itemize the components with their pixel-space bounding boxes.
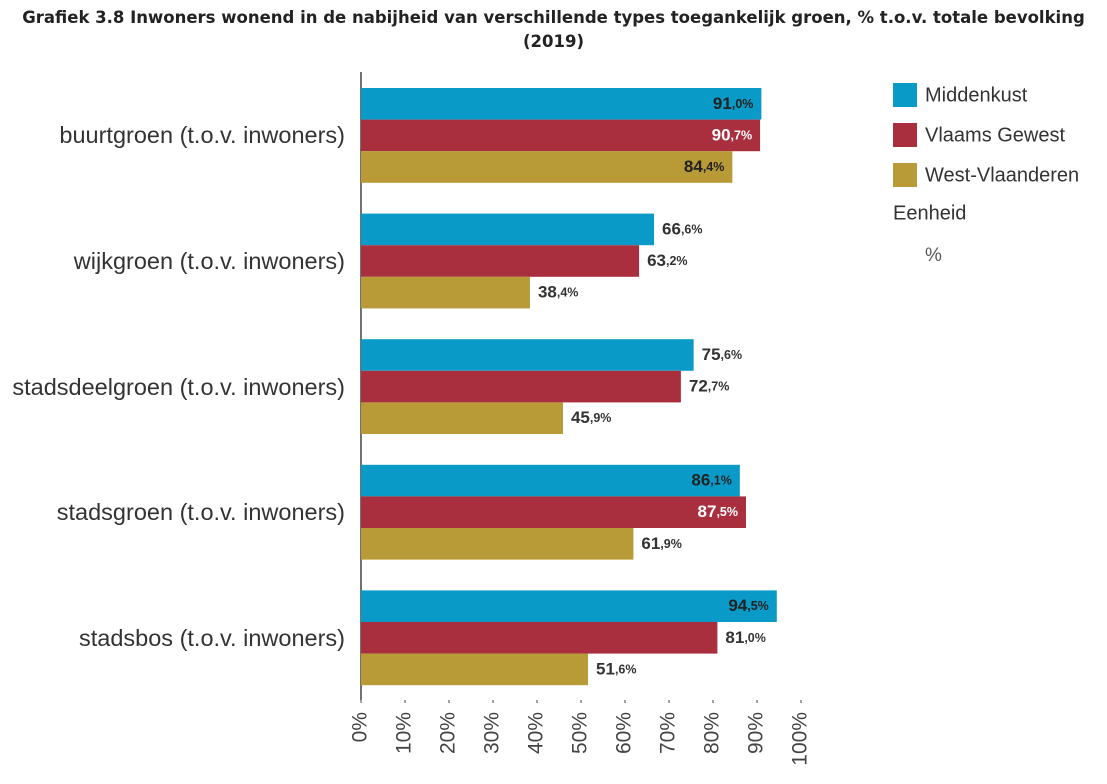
- bar: [361, 151, 733, 183]
- unit-label: Eenheid: [893, 202, 966, 224]
- chart-title: Grafiek 3.8 Inwoners wonend in de nabijh…: [22, 8, 1085, 51]
- unit: %: [925, 245, 942, 266]
- value-label: 87,5%: [698, 503, 738, 522]
- category-label: stadsbos (t.o.v. inwoners): [78, 624, 345, 651]
- x-tick-label: 70%: [657, 712, 680, 754]
- bar: [361, 622, 718, 654]
- bar: [361, 653, 589, 686]
- category-label: buurtgroen (t.o.v. inwoners): [59, 122, 345, 149]
- bar: [361, 528, 634, 560]
- x-tick-label: 60%: [613, 712, 636, 754]
- x-tick-label: 90%: [745, 712, 768, 754]
- value-label: 86,1%: [691, 471, 731, 490]
- legend-swatch: [893, 83, 917, 107]
- bar: [361, 496, 746, 528]
- bar: [361, 119, 761, 152]
- value-label: 91,0%: [713, 94, 753, 113]
- value-label: 84,4%: [684, 157, 724, 176]
- bar: [361, 88, 762, 120]
- x-tick-label: 100%: [789, 712, 812, 766]
- value-label: 51,6%: [596, 660, 636, 679]
- value-label: 94,5%: [728, 597, 768, 616]
- value-label: 38,4%: [538, 283, 578, 302]
- x-tick-label: 80%: [701, 712, 724, 754]
- x-tick-label: 40%: [525, 712, 548, 754]
- value-label: 81,0%: [725, 628, 765, 647]
- value-label: 63,2%: [647, 251, 687, 270]
- legend-swatch: [893, 123, 917, 147]
- bar: [361, 213, 655, 246]
- value-label: 66,6%: [662, 220, 702, 239]
- legend-label: Vlaams Gewest: [925, 124, 1065, 146]
- bar: [361, 245, 640, 277]
- bar: [361, 464, 740, 497]
- x-tick-label: 10%: [393, 712, 416, 754]
- category-label: stadsgroen (t.o.v. inwoners): [56, 499, 345, 526]
- bar: [361, 370, 681, 403]
- value-label: 75,6%: [702, 345, 742, 364]
- bar: [361, 590, 777, 622]
- x-tick-label: 20%: [437, 712, 460, 754]
- value-label: 72,7%: [689, 377, 729, 396]
- value-label: 45,9%: [571, 409, 611, 428]
- value-label: 90,7%: [712, 126, 752, 145]
- x-tick-label: 50%: [569, 712, 592, 754]
- bar: [361, 402, 563, 434]
- bar: [361, 339, 694, 371]
- legend-swatch: [893, 163, 917, 187]
- category-label: stadsdeelgroen (t.o.v. inwoners): [12, 373, 345, 400]
- x-tick-label: 0%: [349, 712, 372, 742]
- category-label: wijkgroen (t.o.v. inwoners): [73, 248, 345, 274]
- legend-label: West-Vlaanderen: [925, 164, 1079, 186]
- x-tick-label: 30%: [481, 712, 504, 754]
- legend-label: Middenkust: [925, 84, 1028, 106]
- bar: [361, 276, 530, 309]
- value-label: 61,9%: [641, 534, 681, 553]
